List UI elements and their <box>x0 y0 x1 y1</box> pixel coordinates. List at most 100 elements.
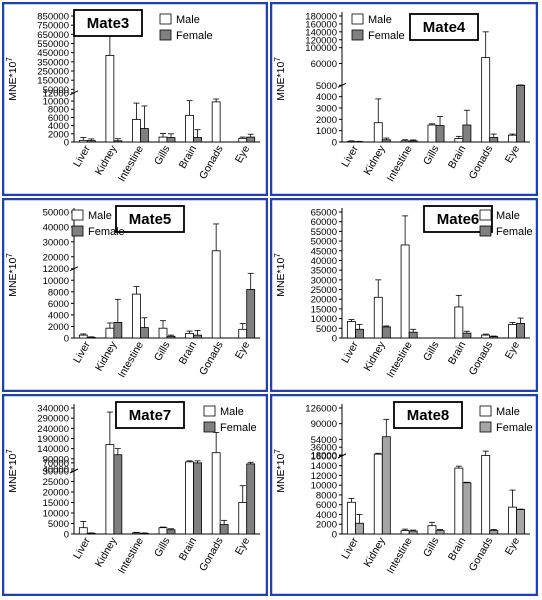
legend-label-female: Female <box>368 30 405 42</box>
bar-male-kidney <box>105 444 115 535</box>
y-tick-label: 5000 <box>316 81 337 92</box>
y-tick-label: 2000 <box>316 115 337 126</box>
y-tick-label: 150000 <box>37 76 69 87</box>
bar-male-brain <box>454 467 464 535</box>
legend-swatch-female <box>71 225 84 237</box>
y-tick-label: 4000 <box>316 510 337 521</box>
y-tick-label: 36000 <box>311 443 337 454</box>
y-tick-label: 250000 <box>37 67 69 78</box>
bar-female-intestine <box>140 532 149 535</box>
y-tick-label: 15000 <box>311 304 337 315</box>
legend-label-male: Male <box>496 406 520 418</box>
bar-female-kidney <box>113 454 123 535</box>
bar-female-brain <box>462 482 472 535</box>
y-tick-label: 180000 <box>305 12 337 23</box>
y-tick-label: 20000 <box>43 488 69 499</box>
bar-male-liver <box>346 501 356 535</box>
legend-label-female: Female <box>496 422 533 434</box>
legend-swatch-male <box>479 209 492 221</box>
y-tick-label: 2000 <box>316 520 337 531</box>
y-tick-label: 190000 <box>37 434 69 445</box>
y-tick-label: 16000 <box>311 451 337 462</box>
legend-swatch-female <box>159 29 172 41</box>
y-tick-label: 4000 <box>48 310 69 321</box>
y-tick-label: 8000 <box>48 105 69 116</box>
y-tick-label: 6000 <box>316 500 337 511</box>
bar-male-intestine <box>132 532 141 535</box>
bar-male-eye <box>508 506 517 535</box>
y-tick-label: 2000 <box>48 129 69 140</box>
bar-male-intestine <box>400 140 410 143</box>
bar-male-liver <box>78 527 88 535</box>
y-tick-label: 2000 <box>48 322 69 333</box>
bar-male-kidney <box>105 327 115 339</box>
bar-female-kidney <box>381 326 391 339</box>
legend-swatch-male <box>203 405 216 417</box>
y-tick-label: 60000 <box>311 217 337 228</box>
bar-female-gills <box>166 529 176 535</box>
legend-label-male: Male <box>88 210 112 222</box>
y-tick-label: 0 <box>64 138 69 149</box>
y-tick-label: 120000 <box>305 35 337 46</box>
bar-female-kidney <box>113 322 123 339</box>
y-tick-label: 140000 <box>37 444 69 455</box>
bar-male-gonads <box>211 452 221 535</box>
y-tick-label: 40000 <box>311 256 337 267</box>
y-tick-label: 55000 <box>311 227 337 238</box>
y-tick-label: 35000 <box>311 266 337 277</box>
bar-male-gonads <box>481 334 491 339</box>
y-tick-label: 750000 <box>37 21 69 32</box>
y-tick-label: 340000 <box>37 404 69 415</box>
y-tick-label: 90000 <box>43 454 69 465</box>
legend-label-male: Male <box>220 406 244 418</box>
chart-title: Mate8 <box>407 407 450 424</box>
chart-title-box <box>393 401 463 429</box>
y-tick-label: 0 <box>332 138 337 149</box>
y-tick-label: 850000 <box>37 12 69 23</box>
y-tick-label: 40000 <box>43 464 69 475</box>
y-tick-label: 10000 <box>311 481 337 492</box>
bar-male-kidney <box>373 122 383 143</box>
y-tick-label: 90000 <box>311 419 337 430</box>
y-tick-label: 12000 <box>311 471 337 482</box>
bar-female-intestine <box>140 327 149 339</box>
legend-label-male: Male <box>368 14 392 26</box>
y-tick-label: 70000 <box>43 458 69 469</box>
bar-female-eye <box>516 323 526 339</box>
bar-female-gills <box>166 137 176 143</box>
bar-female-brain <box>462 332 472 339</box>
legend-label-female: Female <box>220 422 257 434</box>
y-axis-label: MNE*107 <box>273 57 287 101</box>
bar-female-intestine <box>408 140 418 143</box>
bar-female-kidney <box>113 140 123 143</box>
bar-female-brain <box>462 124 472 143</box>
y-tick-label: 30000 <box>43 237 69 248</box>
y-tick-label: 550000 <box>37 39 69 50</box>
y-tick-label: 50000 <box>311 237 337 248</box>
y-tick-label: 65000 <box>311 208 337 219</box>
bar-female-eye <box>516 84 526 143</box>
chart-title: Mate7 <box>129 407 172 424</box>
y-tick-label: 6000 <box>48 113 69 124</box>
y-tick-label: 30000 <box>43 467 69 478</box>
legend-swatch-female <box>479 421 492 433</box>
bar-male-eye <box>508 134 517 143</box>
legend-swatch-female <box>203 421 216 433</box>
bar-female-gonads <box>219 524 229 535</box>
bar-male-brain <box>454 138 464 143</box>
bar-male-intestine <box>132 293 141 339</box>
legend-swatch-female <box>479 225 492 237</box>
bar-male-intestine <box>400 244 410 339</box>
bar-male-liver <box>78 334 88 339</box>
bar-female-liver <box>355 522 364 535</box>
y-tick-label: 4000 <box>316 92 337 103</box>
bar-male-brain <box>454 306 464 339</box>
chart-title-box <box>115 401 185 429</box>
y-tick-label: 100000 <box>305 43 337 54</box>
y-tick-label: 50000 <box>43 208 69 219</box>
y-tick-label: 54000 <box>311 435 337 446</box>
chart-title-box <box>115 205 185 233</box>
y-tick-label: 12000 <box>43 264 69 275</box>
y-tick-label: 12000 <box>43 88 69 99</box>
bar-male-intestine <box>132 119 141 143</box>
